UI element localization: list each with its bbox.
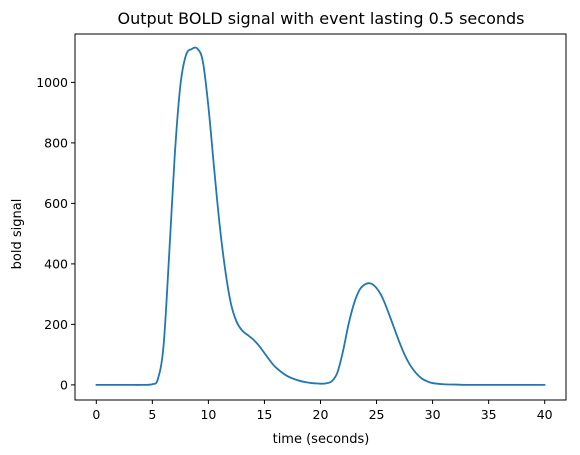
y-tick-label: 1000: [36, 75, 68, 90]
x-tick-label: 30: [425, 407, 441, 422]
x-axis-label: time (seconds): [273, 432, 370, 447]
y-tick-label: 800: [44, 135, 68, 150]
x-tick-label: 5: [148, 407, 156, 422]
chart-title: Output BOLD signal with event lasting 0.…: [118, 9, 525, 28]
x-tick-label: 15: [256, 407, 272, 422]
y-tick-label: 600: [44, 196, 68, 211]
x-tick-label: 40: [537, 407, 553, 422]
x-tick-label: 25: [369, 407, 385, 422]
y-tick-label: 400: [44, 256, 68, 271]
x-tick-label: 35: [481, 407, 497, 422]
y-tick-label: 200: [44, 317, 68, 332]
y-tick-label: 0: [60, 377, 68, 392]
x-tick-label: 20: [313, 407, 329, 422]
x-tick-label: 0: [92, 407, 100, 422]
y-axis-label: bold signal: [10, 199, 25, 270]
x-tick-label: 10: [200, 407, 216, 422]
bold-signal-line: [95, 46, 546, 386]
plot-frame: [74, 33, 567, 401]
